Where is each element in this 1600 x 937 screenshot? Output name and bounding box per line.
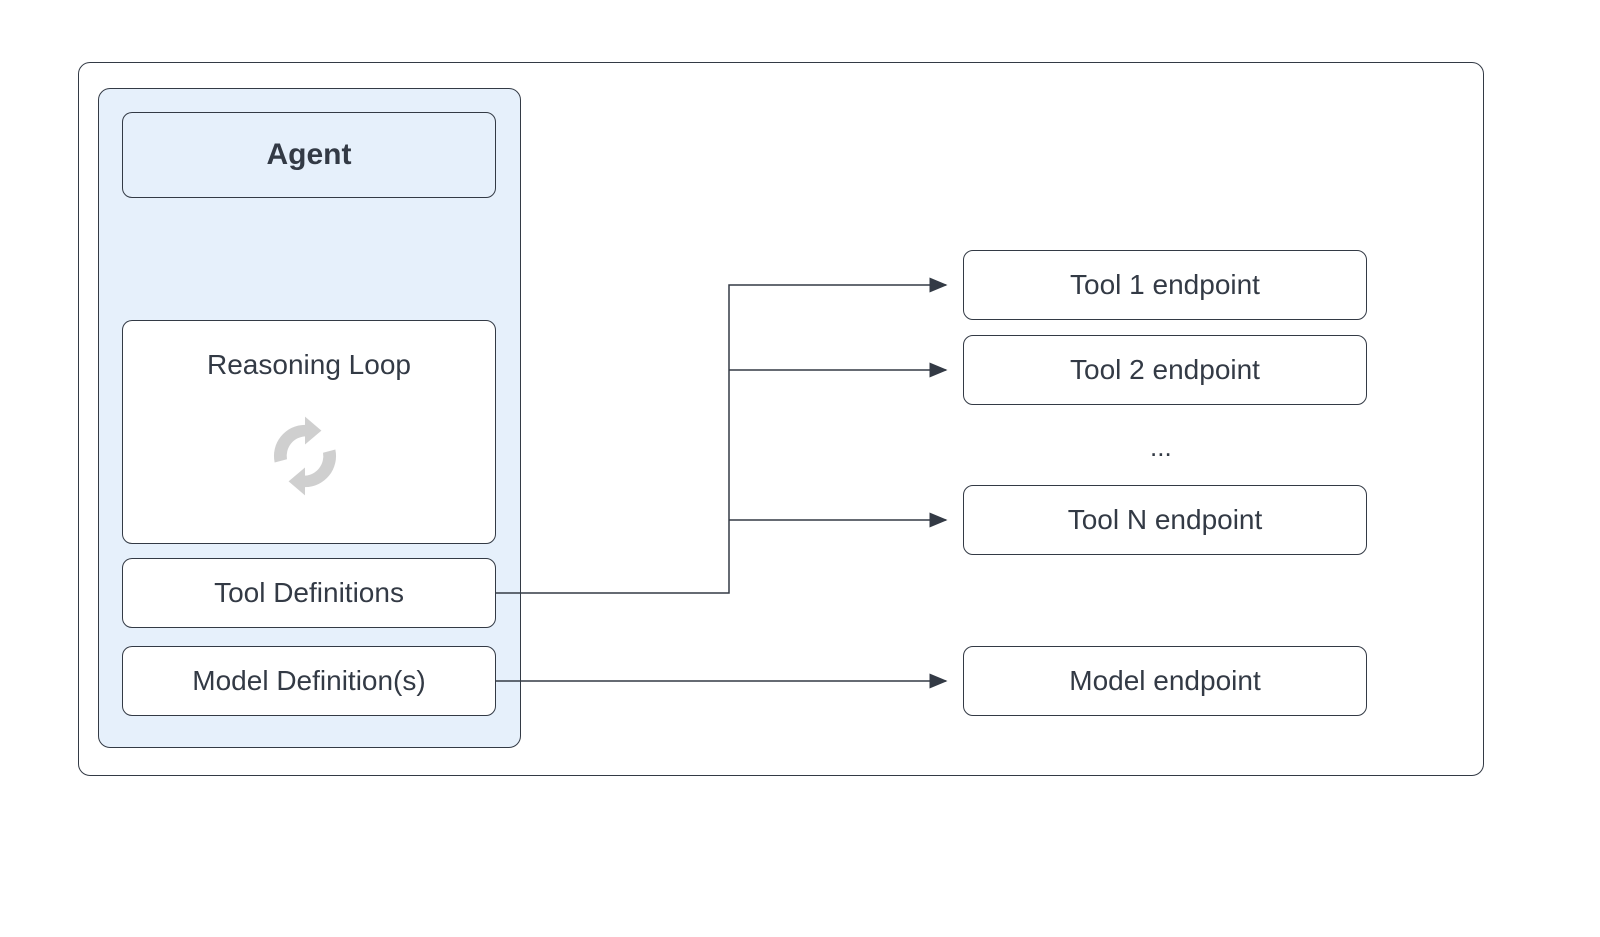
tool-definitions-label: Tool Definitions	[214, 577, 404, 609]
cycle-icon	[264, 415, 346, 502]
tool2-endpoint-box: Tool 2 endpoint	[963, 335, 1367, 405]
model-definitions-box: Model Definition(s)	[122, 646, 496, 716]
agent-title-box: Agent	[122, 112, 496, 198]
tooln-endpoint-label: Tool N endpoint	[1068, 504, 1263, 536]
tool1-endpoint-label: Tool 1 endpoint	[1070, 269, 1260, 301]
model-endpoint-label: Model endpoint	[1069, 665, 1260, 697]
model-definitions-label: Model Definition(s)	[192, 665, 425, 697]
tool-definitions-box: Tool Definitions	[122, 558, 496, 628]
tool1-endpoint-box: Tool 1 endpoint	[963, 250, 1367, 320]
ellipsis-text: ...	[1150, 432, 1172, 463]
model-endpoint-box: Model endpoint	[963, 646, 1367, 716]
tool2-endpoint-label: Tool 2 endpoint	[1070, 354, 1260, 386]
tooln-endpoint-box: Tool N endpoint	[963, 485, 1367, 555]
agent-title-label: Agent	[267, 138, 352, 172]
reasoning-loop-label: Reasoning Loop	[207, 349, 411, 381]
